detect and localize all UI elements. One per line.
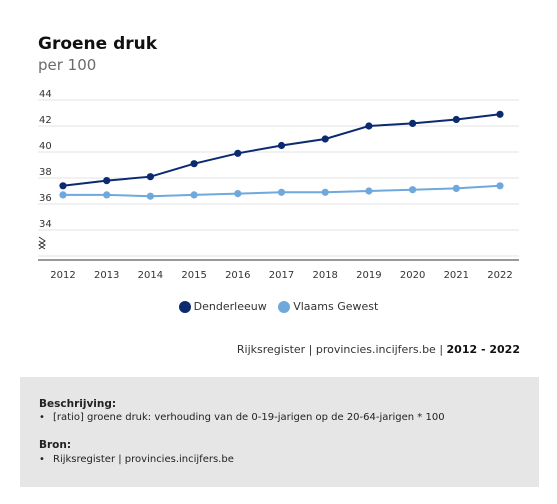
data-point-0: [365, 122, 373, 130]
x-tick-label: 2021: [444, 270, 469, 281]
legend-label-0: Denderleeuw: [193, 300, 267, 313]
data-point-0: [496, 110, 504, 118]
legend: Denderleeuw Vlaams Gewest: [0, 300, 557, 316]
x-tick-label: 2014: [138, 270, 163, 281]
x-tick-label: 2020: [400, 270, 425, 281]
legend-swatch-0: [178, 300, 191, 313]
y-tick-label: 44: [39, 89, 52, 100]
x-tick-label: 2016: [225, 270, 250, 281]
data-point-1: [234, 190, 242, 198]
data-point-0: [277, 141, 286, 150]
x-tick-label: 2019: [356, 270, 381, 281]
legend-swatch-1: [278, 300, 291, 313]
legend-label-1: Vlaams Gewest: [293, 300, 379, 313]
data-point-0: [321, 135, 329, 143]
legend-item-0[interactable]: Denderleeuw: [178, 300, 267, 313]
y-tick-label: 40: [39, 141, 52, 152]
y-tick-label: 38: [39, 167, 52, 178]
x-tick-label: 2012: [50, 270, 75, 281]
x-tick-label: 2018: [312, 270, 337, 281]
source-heading: Bron:: [39, 439, 72, 451]
data-point-1: [103, 191, 111, 199]
source-item-text: Rijksregister | provincies.incijfers.be: [53, 454, 234, 465]
x-tick-label: 2013: [94, 270, 119, 281]
axis-break-icon: [38, 240, 46, 250]
description-item: • [ratio] groene druk: verhouding van de …: [39, 412, 445, 423]
data-point-1: [146, 192, 154, 200]
x-tick-label: 2022: [487, 270, 512, 281]
data-point-0: [146, 173, 154, 181]
chart-title: Groene druk: [38, 34, 158, 54]
x-tick-label: 2015: [181, 270, 206, 281]
x-tick-label: 2017: [269, 270, 294, 281]
source-text: Rijksregister | provincies.incijfers.be: [236, 343, 436, 356]
y-tick-label: 34: [39, 219, 52, 230]
data-point-1: [409, 186, 417, 194]
data-point-0: [59, 182, 67, 190]
data-point-0: [190, 160, 198, 168]
info-panel: Beschrijving: • [ratio] groene druk: verh…: [20, 377, 539, 487]
data-point-0: [452, 115, 460, 124]
source-line: Rijksregister | provincies.incijfers.be …: [237, 343, 520, 356]
data-point-0: [234, 149, 242, 157]
data-point-1: [365, 187, 373, 195]
source-item: • Rijksregister | provincies.incijfers.be: [39, 454, 234, 465]
y-tick-label: 36: [39, 193, 52, 204]
series-line-0: [62, 113, 501, 187]
legend-item-1[interactable]: Vlaams Gewest: [278, 300, 378, 313]
data-point-1: [59, 191, 67, 199]
y-tick-label: 42: [39, 115, 52, 126]
description-heading: Beschrijving:: [39, 398, 117, 410]
bullet-icon: •: [39, 412, 45, 423]
data-point-1: [452, 184, 460, 192]
description-text: [ratio] groene druk: verhouding van de 0…: [53, 412, 445, 423]
data-point-0: [103, 177, 111, 185]
bullet-icon: •: [39, 454, 45, 465]
source-separator: |: [435, 343, 447, 356]
data-point-0: [409, 119, 417, 127]
data-point-1: [496, 182, 504, 190]
line-chart: 44 42 40 38 36 34 2012 2013 2014 2015 2016 2017 2018…: [38, 89, 519, 281]
data-point-1: [321, 188, 329, 196]
data-point-1: [277, 188, 286, 196]
source-period: 2012 - 2022: [446, 343, 520, 356]
chart-subtitle: per 100: [38, 56, 97, 74]
data-point-1: [190, 191, 198, 199]
